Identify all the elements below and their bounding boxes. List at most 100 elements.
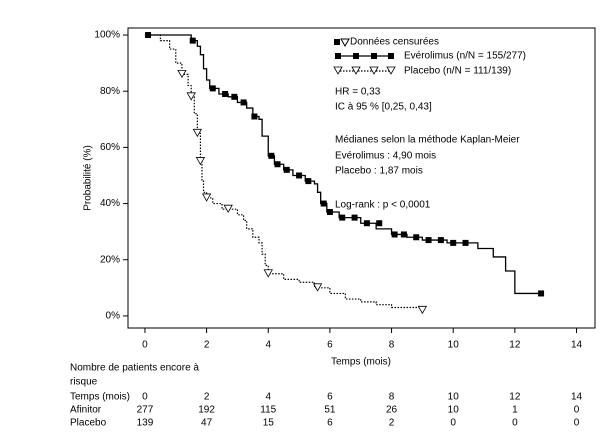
y-tick-label: 100% [94, 30, 120, 41]
y-tick-label: 40% [100, 198, 120, 209]
censored-legend: Données censurées [350, 37, 439, 48]
risk-value: 47 [201, 418, 213, 429]
x-tick-label: 0 [142, 340, 148, 351]
censor-mark [305, 178, 312, 185]
censor-mark [312, 283, 323, 292]
censor-mark [320, 200, 327, 207]
censor-mark [209, 85, 216, 92]
risk-row-label: Afinitor [70, 405, 102, 416]
censor-mark [450, 239, 457, 246]
risk-value: 277 [137, 405, 154, 416]
annotation: Evérolimus : 4,90 mois [335, 151, 436, 162]
annotation: Placebo : 1,87 mois [335, 166, 423, 177]
censor-mark [222, 91, 229, 98]
legend-icon [334, 39, 340, 45]
risk-value: 1 [512, 405, 518, 416]
y-tick-label: 0% [106, 311, 121, 322]
x-tick-label: 8 [389, 340, 395, 351]
censor-mark [376, 220, 383, 227]
y-axis-label: Probabilité (%) [83, 145, 94, 211]
risk-value: 192 [198, 405, 215, 416]
legend-icon [369, 66, 379, 75]
censor-mark [437, 237, 444, 244]
censor-mark [263, 269, 273, 278]
censor-mark [296, 172, 303, 179]
annotation: Médianes selon la méthode Kaplan-Meier [335, 135, 520, 146]
risk-row-label: Placebo [70, 418, 107, 429]
risk-value: 4 [265, 392, 271, 403]
risk-value: 0 [574, 418, 580, 429]
censor-mark [231, 93, 238, 100]
risk-value: 10 [448, 392, 460, 403]
censor-mark [268, 152, 275, 159]
risk-value: 139 [137, 418, 154, 429]
x-tick-label: 6 [327, 340, 333, 351]
legend-icon [351, 66, 361, 75]
censor-mark [538, 290, 545, 297]
censor-mark [177, 69, 187, 79]
y-tick-label: 20% [100, 254, 120, 265]
censor-mark [339, 214, 346, 221]
censor-mark [351, 214, 358, 221]
legend-icon [386, 66, 396, 75]
risk-value: 6 [327, 392, 333, 403]
annotation: IC à 95 % [0,25, 0,43] [335, 102, 432, 113]
y-tick-label: 80% [100, 86, 120, 97]
x-tick-label: 14 [571, 340, 583, 351]
km-curve [144, 34, 542, 295]
risk-value: 0 [574, 405, 580, 416]
risk-value: 2 [389, 418, 395, 429]
censor-mark [192, 128, 203, 138]
risk-value: 115 [260, 405, 276, 416]
legend-label: Placebo (n/N = 111/139) [404, 66, 511, 77]
censor-mark [251, 113, 258, 120]
risk-value: 0 [512, 418, 518, 429]
censor-mark [201, 193, 212, 202]
censor-mark [400, 231, 407, 238]
x-tick-label: 10 [448, 340, 460, 351]
censor-mark [240, 99, 247, 106]
km-curve [144, 34, 423, 311]
legend-icon [335, 53, 341, 59]
risk-value: 6 [327, 418, 333, 429]
risk-value: 15 [263, 418, 275, 429]
risk-value: 0 [450, 418, 456, 429]
censor-mark [391, 231, 398, 238]
legend-icon [340, 38, 350, 48]
censor-mark [189, 37, 196, 44]
censor-mark [363, 220, 370, 227]
plot-frame [127, 27, 596, 329]
legend-label: Evérolimus (n/N = 155/277) [404, 51, 526, 62]
risk-row-label: Temps (mois) [70, 392, 130, 403]
annotation: HR = 0,33 [335, 87, 381, 98]
legend-icon [353, 53, 359, 59]
risk-table-title: Nombre de patients encore à [70, 363, 199, 374]
risk-value: 0 [142, 392, 148, 403]
legend-icon [388, 53, 394, 59]
risk-value: 10 [448, 405, 460, 416]
annotation: Log-rank : p < 0,0001 [335, 200, 431, 211]
risk-value: 26 [386, 405, 398, 416]
legend-icon [371, 53, 377, 59]
censor-mark [417, 305, 428, 315]
censor-mark [413, 234, 420, 241]
censor-mark [223, 204, 233, 213]
x-axis-label: Temps (mois) [331, 357, 391, 368]
x-tick-label: 4 [265, 340, 271, 351]
censor-mark [186, 92, 196, 101]
censor-mark [326, 208, 333, 215]
risk-value: 12 [509, 392, 521, 403]
risk-value: 51 [324, 405, 336, 416]
x-tick-label: 12 [509, 340, 521, 351]
censor-mark [274, 161, 281, 168]
legend-icon [333, 66, 343, 75]
x-tick-label: 2 [204, 340, 210, 351]
risk-value: 14 [571, 392, 583, 403]
risk-table-title: risque [70, 377, 98, 388]
y-tick-label: 60% [100, 142, 120, 153]
risk-value: 2 [204, 392, 210, 403]
censor-mark [425, 237, 432, 244]
censor-mark [195, 157, 206, 166]
censor-mark [283, 166, 290, 173]
